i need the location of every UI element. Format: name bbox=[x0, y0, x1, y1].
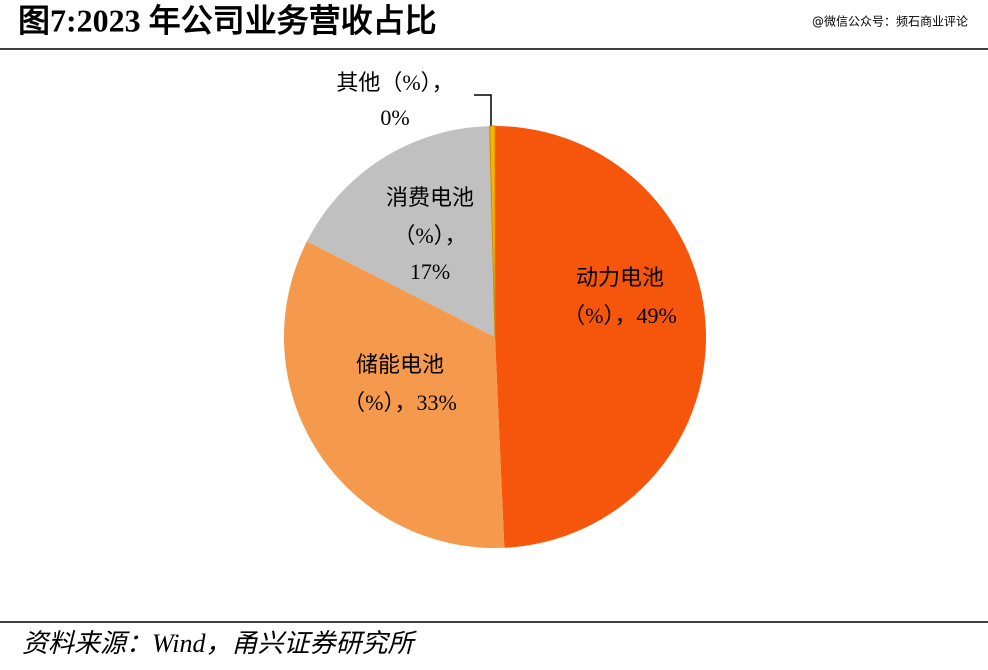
label-part: （%） bbox=[563, 303, 614, 328]
label-part: （%） bbox=[393, 223, 444, 248]
label-part: ， bbox=[445, 223, 467, 248]
data-label: 储能电池 bbox=[356, 352, 444, 377]
pie-slice bbox=[495, 126, 706, 548]
data-label: （%），49% bbox=[563, 303, 677, 328]
label-part: 消费电池 bbox=[386, 185, 474, 210]
label-part: 动力电池 bbox=[576, 265, 664, 290]
label-part: （%） bbox=[380, 70, 431, 95]
source: 资料来源：Wind，甬兴证券研究所 bbox=[22, 629, 417, 658]
leader-line bbox=[474, 94, 492, 128]
label-part: 17% bbox=[410, 259, 450, 284]
label-part: 49% bbox=[637, 303, 677, 328]
label-part: ， bbox=[432, 70, 454, 95]
data-label: 其他（%）， bbox=[336, 70, 453, 95]
label-part: 0% bbox=[380, 105, 409, 130]
chart-title: 图7:2023 年公司业务营收占比 bbox=[18, 2, 437, 38]
data-label: 0% bbox=[380, 105, 409, 130]
label-part: ， bbox=[614, 303, 636, 328]
data-label: （%）， bbox=[393, 223, 466, 248]
pie-slice bbox=[306, 126, 495, 337]
label-part: ， bbox=[394, 390, 416, 415]
data-label: 消费电池 bbox=[386, 185, 474, 210]
pie-slice bbox=[284, 241, 505, 548]
label-part: 其他 bbox=[336, 70, 380, 95]
label-part: （%） bbox=[343, 390, 394, 415]
data-label: 动力电池 bbox=[576, 265, 664, 290]
watermark: @微信公众号：频石商业评论 bbox=[812, 14, 968, 29]
label-part: 33% bbox=[417, 390, 457, 415]
data-label: 17% bbox=[410, 259, 450, 284]
pie-slice bbox=[489, 125, 496, 338]
label-part: 储能电池 bbox=[356, 352, 444, 377]
data-label: （%），33% bbox=[343, 390, 457, 415]
